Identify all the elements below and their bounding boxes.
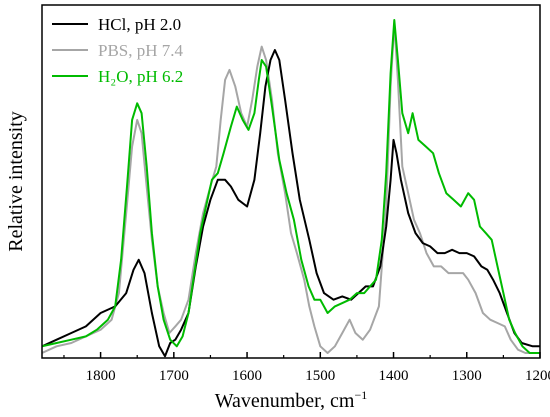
legend-label-1: HCl, pH 2.0 [98, 15, 181, 34]
x-tick-label: 1200 [525, 368, 550, 384]
x-tick-label: 1700 [159, 368, 189, 384]
x-axis-label-text: Wavenumber, cm [215, 390, 355, 412]
x-tick-label: 1500 [305, 368, 335, 384]
tick-layer: 1800 1700 1600 1500 1400 1300 1200 [63, 352, 550, 384]
x-tick-label: 1400 [379, 368, 409, 384]
plot-frame [41, 4, 541, 359]
x-tick-label: 1600 [232, 368, 262, 384]
legend: HCl, pH 2.0 PBS, pH 7.4 H₂O, pH 6.2 [52, 15, 184, 86]
x-tick-label: 1300 [452, 368, 482, 384]
x-axis-label: Wavenumber, cm−1 [215, 388, 368, 412]
x-tick-label: 1800 [86, 368, 116, 384]
legend-label-2: PBS, pH 7.4 [98, 41, 184, 60]
legend-label-3: H₂O, pH 6.2 [98, 67, 183, 86]
series-layer [42, 19, 540, 358]
series-line-3 [42, 19, 540, 354]
x-axis-label-superscript: −1 [354, 388, 367, 402]
y-axis-label: Relative intensity [5, 111, 27, 252]
series-line-1 [42, 49, 540, 358]
